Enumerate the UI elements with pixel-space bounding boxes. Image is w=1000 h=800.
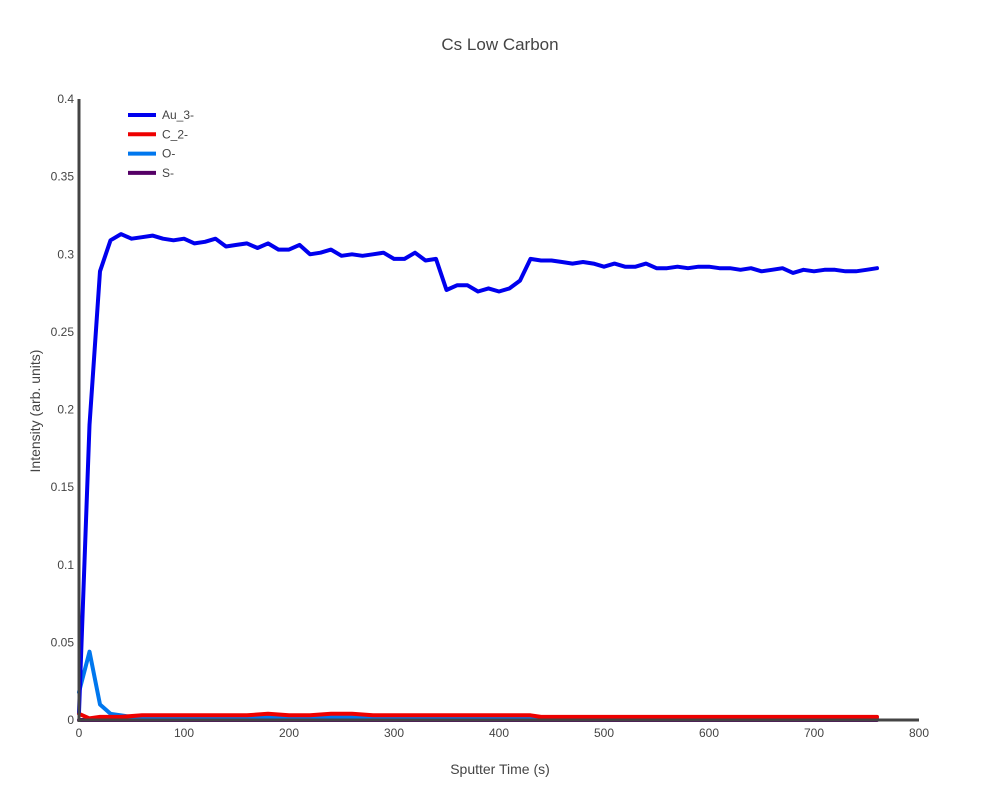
y-tick-label: 0.05 [51,635,75,649]
y-tick-label: 0.2 [57,403,74,417]
y-axis-title: Intensity (arb. units) [27,350,43,473]
series-line-o [77,649,879,721]
legend-label: Au_3- [162,108,194,122]
y-axis-ticks: 0 0.05 0.1 0.15 0.2 0.25 0.3 0.35 0.4 [51,92,75,727]
x-tick-label: 400 [489,726,509,740]
x-tick-label: 300 [384,726,404,740]
y-tick-label: 0.1 [57,558,74,572]
x-tick-label: 700 [804,726,824,740]
y-tick-label: 0.35 [51,170,75,184]
y-tick-label: 0.15 [51,480,75,494]
y-tick-label: 0.3 [57,247,74,261]
plot-area [77,232,879,722]
x-axis-ticks: 0 100 200 300 400 500 600 700 800 [76,726,930,740]
legend-label: O- [162,147,175,161]
x-tick-label: 800 [909,726,929,740]
chart-title: Cs Low Carbon [441,35,558,54]
legend-label: S- [162,166,174,180]
y-tick-label: 0 [67,713,74,727]
x-tick-label: 200 [279,726,299,740]
x-tick-label: 500 [594,726,614,740]
series-line-au-3 [77,232,879,715]
y-tick-label: 0.4 [57,92,74,106]
legend-label: C_2- [162,127,188,141]
x-tick-label: 0 [76,726,83,740]
series-line-c-2 [77,711,879,721]
legend: Au_3- C_2- O- S- [128,108,194,180]
x-tick-label: 600 [699,726,719,740]
y-tick-label: 0.25 [51,325,75,339]
x-tick-label: 100 [174,726,194,740]
x-axis-title: Sputter Time (s) [450,761,550,777]
